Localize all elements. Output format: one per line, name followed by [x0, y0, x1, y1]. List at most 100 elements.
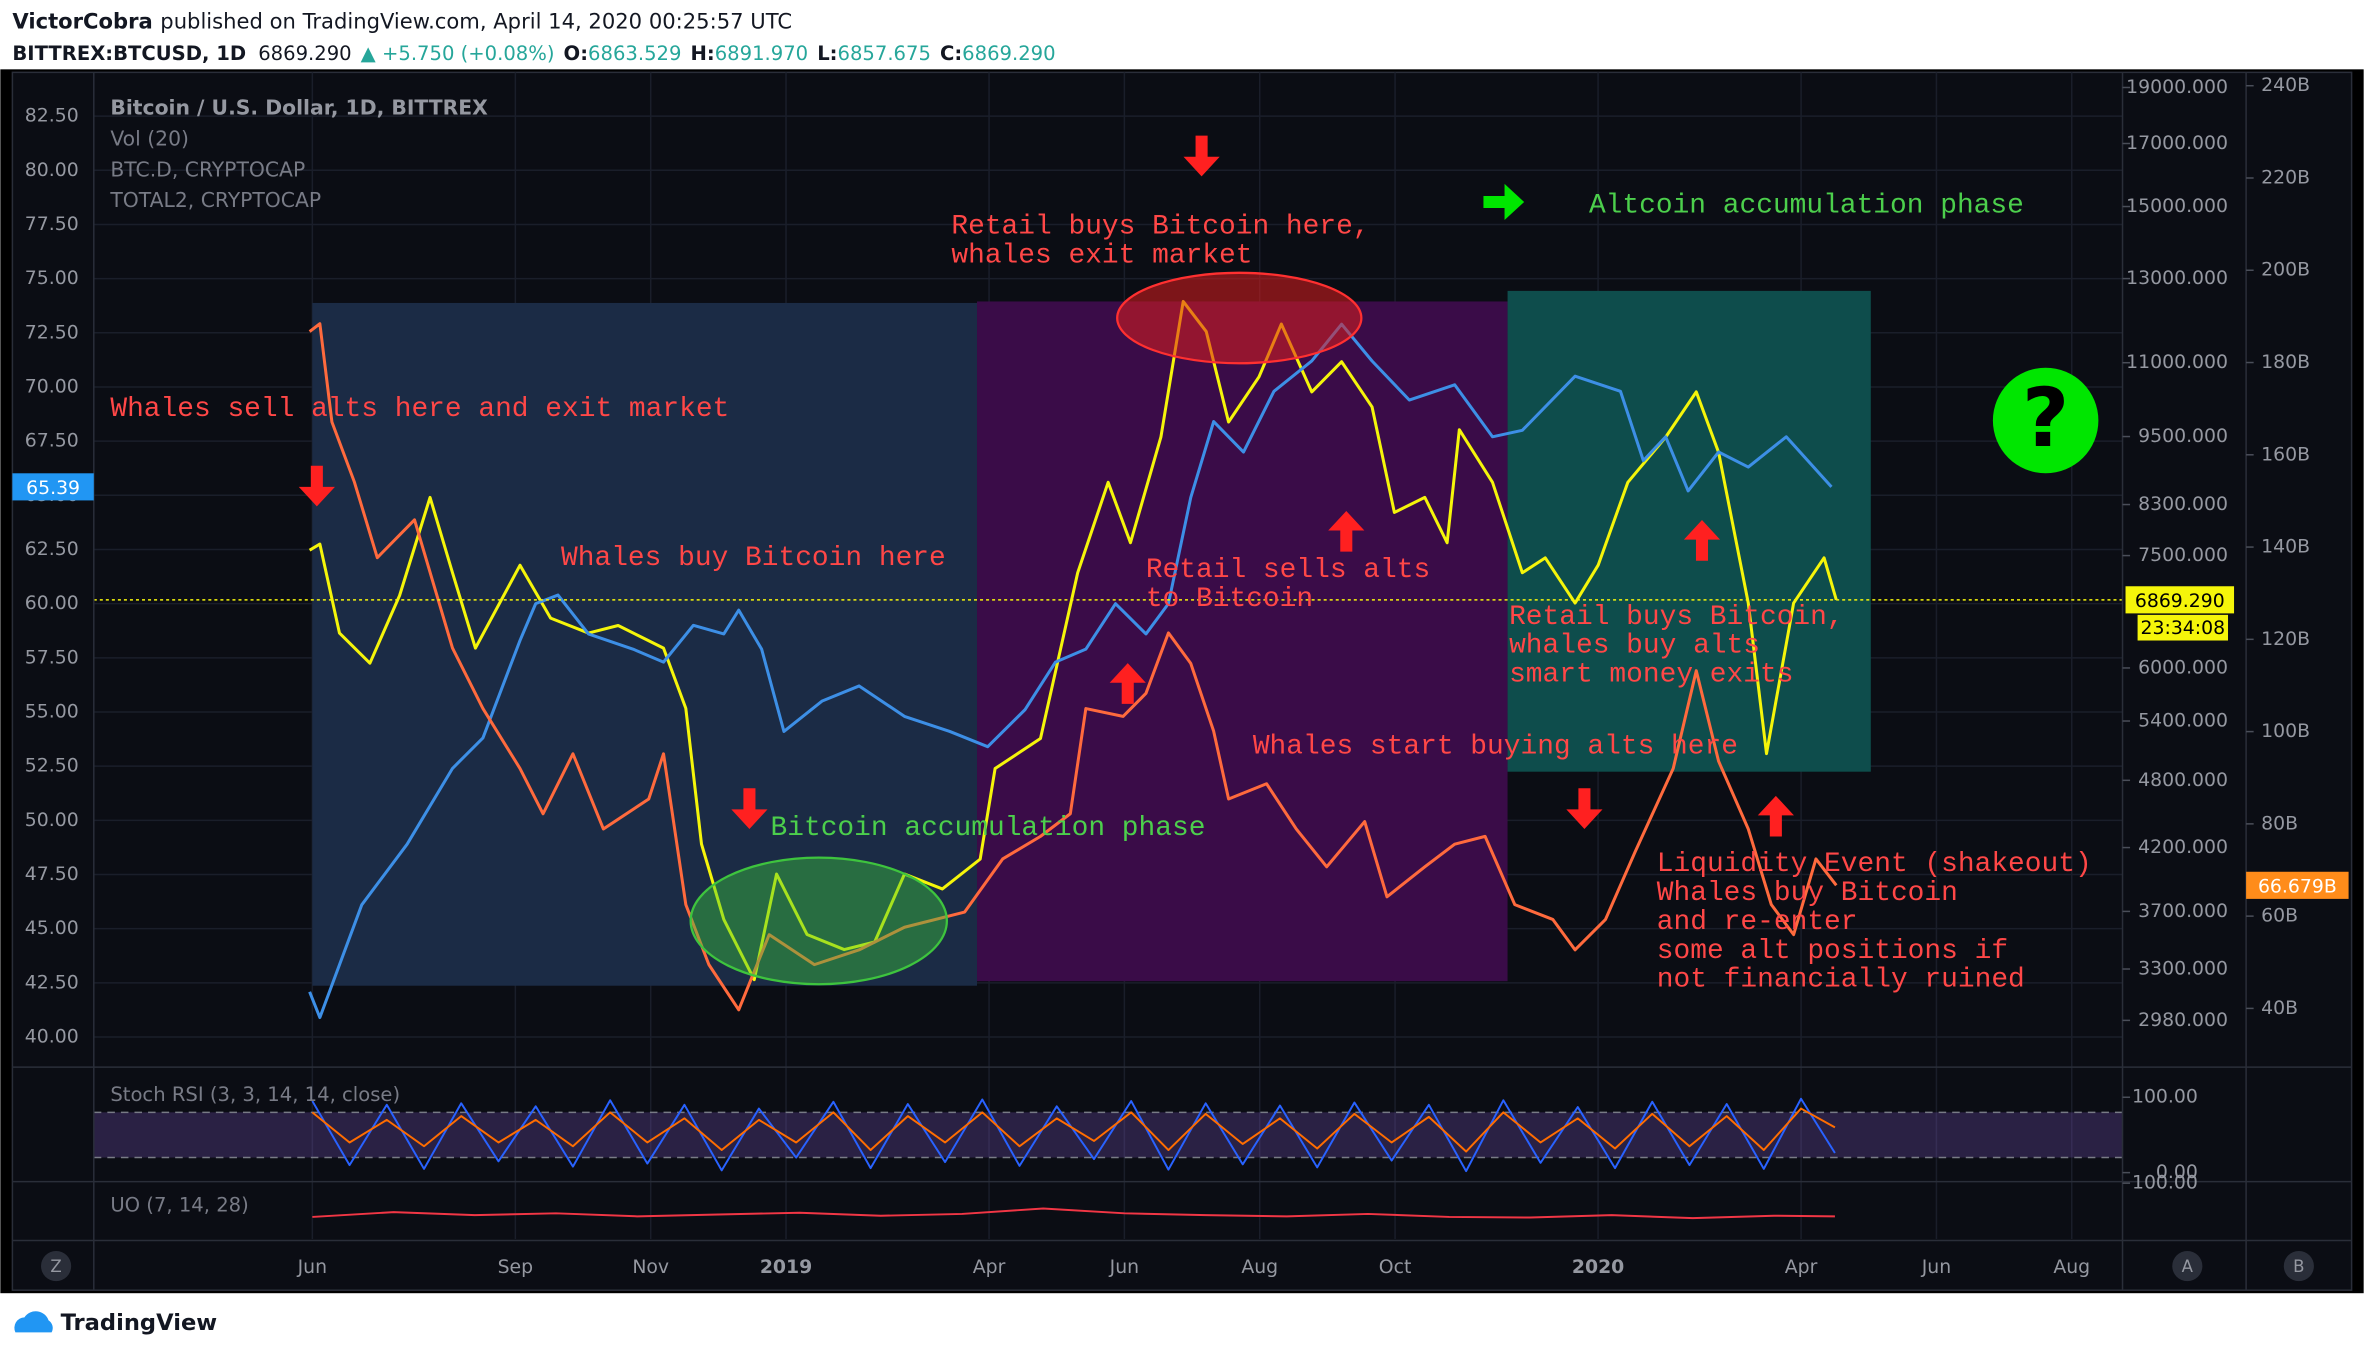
- last-value-label: 66.679B: [2258, 876, 2337, 897]
- ohlc-label: L:: [817, 42, 837, 65]
- highlight-ellipse: [689, 856, 949, 986]
- y-tick-label: 11000.000: [2126, 352, 2228, 373]
- legend-entry: Bitcoin / U.S. Dollar, 1D, BITTREX: [110, 96, 488, 120]
- arrow: [1757, 795, 1794, 837]
- x-tick-label: Apr: [1785, 1257, 1818, 1278]
- zone-bitcoin-accumulation: [312, 302, 978, 986]
- y-tick-label: 67.50: [25, 431, 79, 452]
- x-tick-label: 2020: [1572, 1257, 1624, 1278]
- y-tick-label: 82.50: [25, 106, 79, 127]
- y-tick-label: 4800.000: [2138, 770, 2228, 791]
- logo: TradingView: [61, 1310, 218, 1336]
- annotation: to Bitcoin: [1146, 584, 1313, 615]
- legend-entry: Vol (20): [110, 126, 189, 150]
- y-tick-label: 4200.000: [2138, 837, 2228, 858]
- x-tick-label: 2019: [760, 1257, 812, 1278]
- y-tick-label: 40.00: [25, 1027, 79, 1048]
- badge: [1992, 367, 2099, 474]
- annotation: Retail buys Bitcoin,: [1509, 602, 1844, 633]
- countdown: 23:34:08: [2141, 618, 2226, 639]
- y-tick-label: 220B: [2261, 167, 2310, 188]
- y-tick-label: 47.50: [25, 864, 79, 885]
- y-tick-label: 140B: [2261, 537, 2310, 558]
- series-line: [308, 299, 1838, 982]
- y-tick-label: 2980.000: [2138, 1010, 2228, 1031]
- control-label[interactable]: Z: [50, 1257, 61, 1276]
- series-line: [312, 1207, 1835, 1220]
- publish-line: VictorCobra published on TradingView.com,…: [12, 9, 792, 34]
- annotation: whales exit market: [951, 240, 1252, 271]
- annotation: Whales start buying alts here: [1253, 731, 1738, 762]
- symbol-line: BITTREX:BTCUSD, 1D 6869.290 ▲ +5.750 (+0.0…: [12, 42, 1055, 65]
- annotation: some alt positions if: [1657, 936, 2008, 967]
- y-tick-label: 0.00: [2156, 1162, 2198, 1183]
- y-tick-label: 60B: [2261, 906, 2298, 927]
- zone-altcoin-accumulation: [1507, 290, 1871, 772]
- control-button[interactable]: [41, 1251, 72, 1282]
- x-tick-label: Nov: [632, 1257, 669, 1278]
- badge-text: ?: [2022, 371, 2069, 466]
- header: VictorCobra published on TradingView.com,…: [12, 9, 1055, 65]
- y-tick-label: 57.50: [25, 647, 79, 668]
- x-tick-label: Jun: [297, 1257, 327, 1278]
- countdown-box: [2137, 614, 2229, 641]
- annotation: whales buy alts: [1509, 631, 1760, 662]
- arrow: [1483, 183, 1525, 221]
- last-price: 6869.290: [258, 42, 351, 65]
- ohlc-value: 6857.675: [838, 42, 931, 65]
- last-value-box: [12, 473, 94, 501]
- y-tick-label: 100.00: [2132, 1087, 2198, 1108]
- x-tick-label: Jun: [1109, 1257, 1139, 1278]
- author: VictorCobra: [12, 9, 152, 34]
- control-button[interactable]: [2172, 1251, 2203, 1282]
- y-tick-label: 52.50: [25, 756, 79, 777]
- annotation: Altcoin accumulation phase: [1589, 190, 2024, 221]
- last-value-box: [2125, 586, 2235, 614]
- y-tick-label: 15000.000: [2126, 196, 2228, 217]
- highlight-ellipse: [1116, 271, 1363, 365]
- annotation: Whales buy Bitcoin here: [561, 543, 946, 574]
- y-tick-label: 180B: [2261, 352, 2310, 373]
- x-tick-label: Oct: [1379, 1257, 1412, 1278]
- y-tick-label: 5400.000: [2138, 711, 2228, 732]
- x-tick-label: Apr: [973, 1257, 1006, 1278]
- y-tick-label: 8300.000: [2138, 494, 2228, 515]
- band: [93, 1112, 2123, 1158]
- annotation: Whales buy Bitcoin: [1657, 878, 1958, 909]
- control-label[interactable]: A: [2182, 1257, 2194, 1276]
- series-line: [308, 322, 1833, 1020]
- arrow: [1328, 510, 1365, 552]
- arrow: [1683, 519, 1721, 561]
- x-tick-label: Jun: [1921, 1257, 1951, 1278]
- y-tick-label: 70.00: [25, 376, 79, 397]
- arrow: [1566, 788, 1603, 829]
- control-button[interactable]: [2283, 1251, 2314, 1282]
- ohlc-label: H:: [691, 42, 715, 65]
- ohlc-label: O:: [564, 42, 588, 65]
- control-label[interactable]: B: [2293, 1257, 2304, 1276]
- annotation: Retail buys Bitcoin here,: [951, 211, 1369, 242]
- y-tick-label: 100.00: [2132, 1173, 2198, 1194]
- y-tick-label: 40B: [2261, 998, 2298, 1019]
- footer: TradingView: [14, 1310, 217, 1336]
- pane-title: UO (7, 14, 28): [110, 1193, 248, 1216]
- y-tick-label: 9500.000: [2138, 426, 2228, 447]
- symbol: BITTREX:BTCUSD, 1D: [12, 42, 246, 65]
- y-tick-label: 160B: [2261, 444, 2310, 465]
- zone-retail: [977, 301, 1508, 982]
- published: published on TradingView.com, April 14, …: [160, 9, 792, 34]
- y-tick-label: 42.50: [25, 972, 79, 993]
- axes: 82.5080.0077.5075.0072.5070.0067.5065.00…: [12, 72, 2352, 1291]
- legend-entry: BTC.D, CRYPTOCAP: [110, 157, 305, 181]
- y-tick-label: 60.00: [25, 593, 79, 614]
- y-tick-label: 75.00: [25, 268, 79, 289]
- y-tick-label: 200B: [2261, 260, 2310, 281]
- y-tick-label: 50.00: [25, 810, 79, 831]
- last-value-label: 6869.290: [2135, 591, 2225, 612]
- y-tick-label: 17000.000: [2126, 133, 2228, 154]
- pane-title: Stoch RSI (3, 3, 14, 14, close): [110, 1083, 400, 1106]
- y-tick-label: 72.50: [25, 322, 79, 343]
- highlight-zones: [312, 290, 1871, 986]
